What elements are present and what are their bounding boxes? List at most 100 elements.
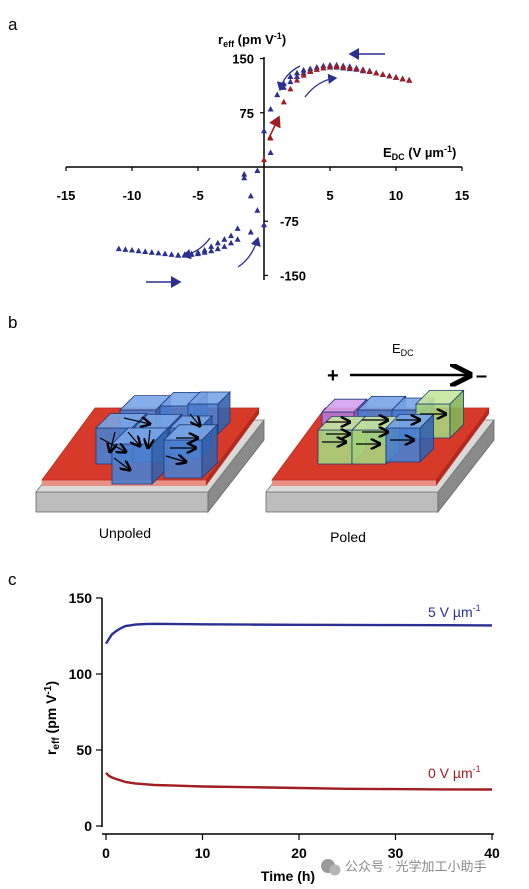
panel-c-y-axis-label: reff (pm V-1) [43,681,62,755]
data-point [201,246,208,253]
poled-label: Poled [330,529,366,545]
dipole-arrow [113,457,130,470]
panel-label-c: c [8,570,17,589]
y-tick-label: 75 [240,106,254,121]
panel-label-a: a [8,15,18,34]
y-tick-label: 150 [232,52,254,67]
data-point [115,245,122,252]
panel-a-chart: -15 -10 -5 5 10 15 -150 -75 75 150 reff (pm V-1)… [57,31,469,288]
data-point [274,91,281,98]
y-tick-label: 50 [76,742,92,758]
data-point [241,174,248,181]
data-point [320,64,327,71]
cube-face-front [351,429,387,465]
data-point [247,192,254,199]
watermark: 公众号 · 光学加工小助手 [321,859,487,876]
data-point [148,249,155,255]
data-point [261,156,267,163]
x-tick-label: -5 [192,188,204,203]
data-point [287,85,294,92]
panel-a-arrow-initial-poling [267,115,281,141]
minus-sign: – [476,365,487,387]
data-point [294,73,300,80]
data-point [406,77,413,83]
series-line [104,622,493,645]
data-point [360,66,366,73]
data-point [300,66,307,73]
data-point [162,250,168,257]
data-point [373,69,380,76]
unpoled-film-side [206,408,259,486]
panel-c-x-ticks: 0 10 20 30 40 [102,834,500,861]
data-point [208,247,215,254]
panel-a-y-ticks: -150 -75 75 150 [232,52,306,284]
panel-a-arrow-ascend-lower [237,236,261,268]
y-tick-label: 150 [69,590,93,606]
cube-face-side [449,389,465,439]
x-tick-label: -10 [123,188,142,203]
data-point [287,78,294,85]
data-point [208,243,215,249]
x-tick-label: 30 [388,845,404,861]
data-point [261,221,267,228]
x-tick-label: 15 [455,188,469,203]
data-point [386,72,393,79]
crystallite-cube [385,413,435,463]
series-line [105,771,493,791]
data-point [313,66,320,72]
crystallite-cube [111,427,169,485]
data-point [155,249,162,256]
x-tick-label: 10 [195,845,211,861]
data-point [340,64,347,70]
poled-crystallites [317,389,465,465]
dipole-arrow [110,431,115,452]
panel-a-data-points [115,61,413,258]
data-point [353,65,360,72]
unpoled-crystallites [95,391,231,485]
poled-film-front [272,480,436,486]
cube-face-front [163,439,203,479]
y-tick-label: -150 [280,268,306,283]
wechat-icon-bubble [329,864,341,876]
panel-a-arrow-ascend-upper [304,73,338,98]
data-point [195,249,201,255]
panel-c-y-ticks: 0 50 100 150 [69,590,102,834]
data-point [280,98,287,105]
data-point [254,207,261,213]
data-point [168,251,175,257]
panel-a-x-axis-label: EDC (V µm-1) [383,144,456,162]
data-point [307,68,314,74]
data-point [346,64,353,71]
unpoled-label: Unpoled [99,525,151,541]
data-point [175,252,182,258]
y-tick-label: -75 [280,214,299,229]
cube-face-front [385,427,421,463]
cube-face-side [217,391,231,435]
data-point [393,74,399,80]
poled-film-side [436,408,489,486]
data-point [254,167,261,174]
panel-label-b: b [8,313,17,332]
x-tick-label: 10 [389,188,403,203]
data-point [300,71,307,78]
cube-face-front [317,429,353,465]
x-tick-label: 5 [326,188,333,203]
watermark-text: 公众号 · 光学加工小助手 [345,859,487,874]
data-point [333,63,340,69]
dipole-arrow [148,429,150,448]
plus-sign: + [327,365,339,387]
data-point [247,228,254,235]
data-point [327,63,333,69]
data-point [129,246,135,253]
data-point [379,71,386,77]
data-point [287,73,294,80]
panel-a-arrow-descend-lower [181,237,211,260]
cube-face-front [111,443,153,485]
dipole-arrow [189,413,200,426]
x-tick-label: 0 [102,845,110,861]
poled-base-front [265,491,439,513]
data-point [366,68,373,74]
data-point [294,69,300,76]
data-point [142,248,149,254]
panel-c-x-axis-label: Time (h) [261,868,315,884]
